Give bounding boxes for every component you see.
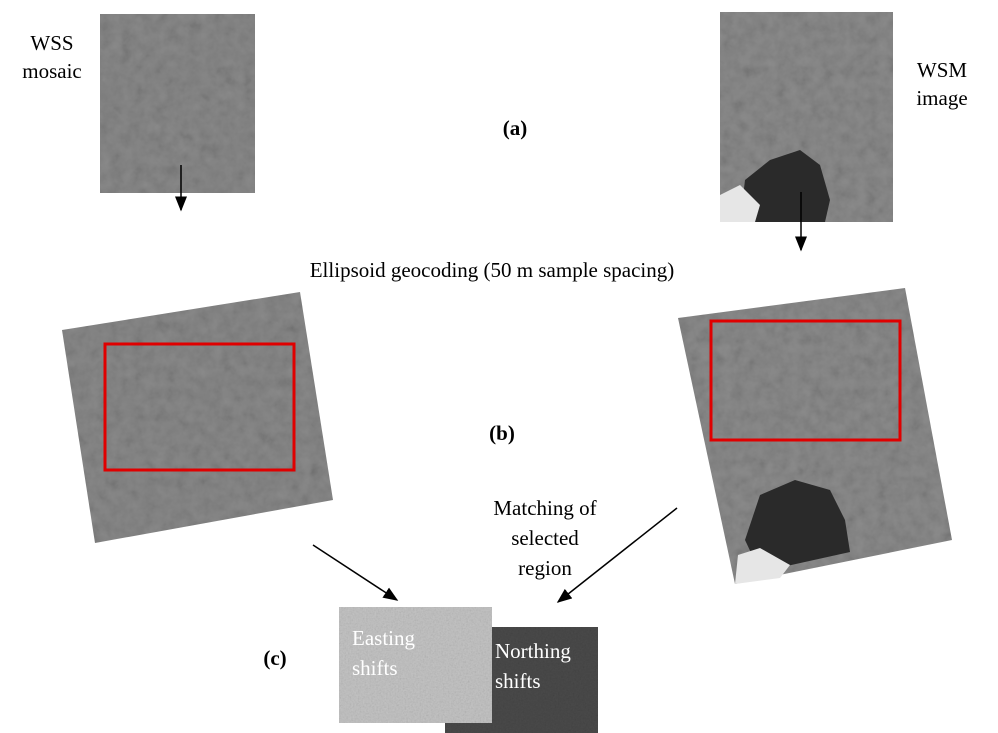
wsm-label: WSM [917, 58, 968, 82]
wss-geocoded [62, 292, 333, 543]
panel-label: (c) [263, 646, 286, 670]
wsm-geocoded [678, 288, 952, 584]
matching-label: selected [511, 526, 579, 550]
wss-image [100, 14, 255, 193]
northing-label: Northing [495, 639, 571, 663]
wss-label: mosaic [22, 59, 81, 83]
arrow [313, 545, 397, 600]
matching-label: region [518, 556, 572, 580]
geocoding-label: Ellipsoid geocoding (50 m sample spacing… [310, 258, 675, 282]
easting-label: Easting [352, 626, 415, 650]
wsm-image [720, 12, 893, 222]
matching-label: Matching of [493, 496, 596, 520]
northing-label: shifts [495, 669, 541, 693]
easting-label: shifts [352, 656, 398, 680]
panel-label: (b) [489, 421, 515, 445]
wss-label: WSS [30, 31, 73, 55]
wsm-label: image [916, 86, 967, 110]
arrow [558, 508, 677, 602]
panel-label: (a) [503, 116, 528, 140]
diagram: WSS mosaic WSM image (a) Ellipsoid geoco… [0, 0, 998, 733]
